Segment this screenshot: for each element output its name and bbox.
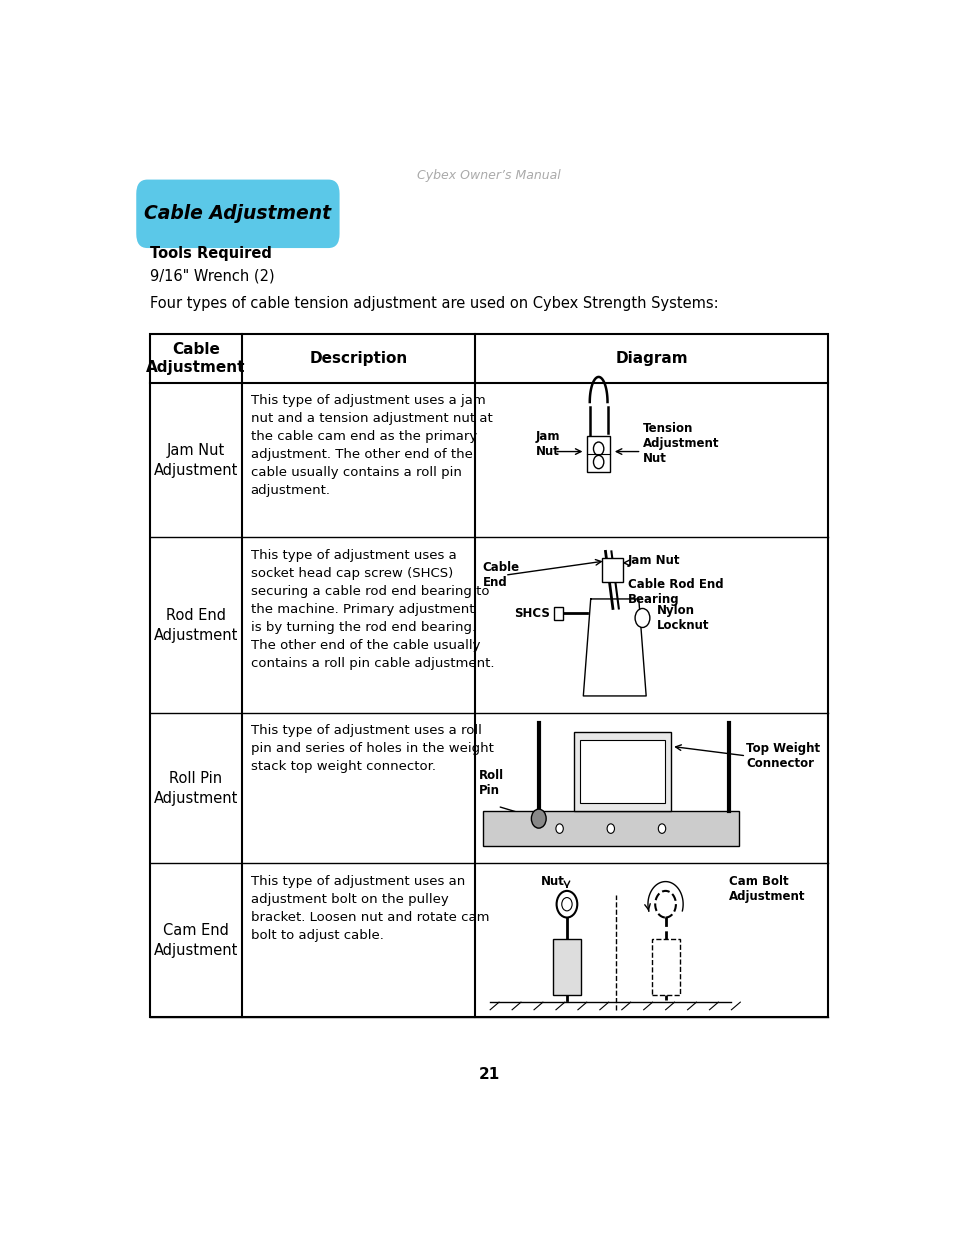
Bar — [574, 732, 671, 811]
Circle shape — [658, 824, 665, 834]
Circle shape — [593, 456, 603, 468]
Text: Cable
End: Cable End — [482, 561, 519, 589]
Text: Four types of cable tension adjustment are used on Cybex Strength Systems:: Four types of cable tension adjustment a… — [151, 295, 719, 310]
Text: Tools Required: Tools Required — [151, 246, 272, 261]
Text: This type of adjustment uses a jam
nut and a tension adjustment nut at
the cable: This type of adjustment uses a jam nut a… — [251, 394, 492, 498]
Text: SHCS: SHCS — [514, 606, 550, 620]
Circle shape — [606, 824, 614, 834]
Circle shape — [556, 890, 577, 918]
Text: 21: 21 — [477, 1067, 499, 1082]
Circle shape — [556, 824, 562, 834]
Circle shape — [531, 809, 545, 829]
Text: Jam Nut: Jam Nut — [627, 555, 679, 567]
Circle shape — [655, 890, 675, 918]
Text: Cable Adjustment: Cable Adjustment — [144, 204, 331, 224]
Text: Diagram: Diagram — [615, 351, 687, 366]
Text: Cam End
Adjustment: Cam End Adjustment — [153, 923, 238, 957]
Text: This type of adjustment uses a
socket head cap screw (SHCS)
securing a cable rod: This type of adjustment uses a socket he… — [251, 548, 494, 669]
Text: Jam
Nut: Jam Nut — [536, 430, 559, 458]
Circle shape — [561, 898, 572, 911]
Text: Nylon
Locknut: Nylon Locknut — [657, 604, 709, 632]
Text: 9/16" Wrench (2): 9/16" Wrench (2) — [151, 269, 274, 284]
Bar — [553, 606, 562, 620]
Bar — [651, 940, 679, 995]
FancyBboxPatch shape — [136, 179, 339, 248]
Text: Jam Nut
Adjustment: Jam Nut Adjustment — [153, 442, 238, 478]
Text: Description: Description — [309, 351, 407, 366]
Text: Cable
Adjustment: Cable Adjustment — [146, 342, 246, 374]
Text: Roll
Pin: Roll Pin — [478, 768, 504, 797]
Text: Cam Bolt
Adjustment: Cam Bolt Adjustment — [728, 874, 804, 903]
Bar — [601, 558, 622, 582]
Text: Top Weight
Connector: Top Weight Connector — [745, 741, 820, 769]
Circle shape — [635, 609, 649, 627]
Text: Nut: Nut — [540, 874, 564, 888]
Circle shape — [593, 442, 603, 456]
Bar — [586, 436, 610, 473]
Text: Cybex Owner’s Manual: Cybex Owner’s Manual — [416, 169, 560, 182]
Bar — [151, 333, 826, 1018]
Text: Tension
Adjustment
Nut: Tension Adjustment Nut — [642, 422, 719, 466]
Bar — [482, 811, 738, 846]
Text: Roll Pin
Adjustment: Roll Pin Adjustment — [153, 771, 238, 805]
Text: This type of adjustment uses an
adjustment bolt on the pulley
bracket. Loosen nu: This type of adjustment uses an adjustme… — [251, 874, 489, 942]
Text: Cable Rod End
Bearing: Cable Rod End Bearing — [627, 578, 722, 606]
Bar — [553, 940, 580, 995]
Text: This type of adjustment uses a roll
pin and series of holes in the weight
stack : This type of adjustment uses a roll pin … — [251, 725, 493, 773]
Bar — [579, 740, 664, 804]
Text: Rod End
Adjustment: Rod End Adjustment — [153, 608, 238, 642]
